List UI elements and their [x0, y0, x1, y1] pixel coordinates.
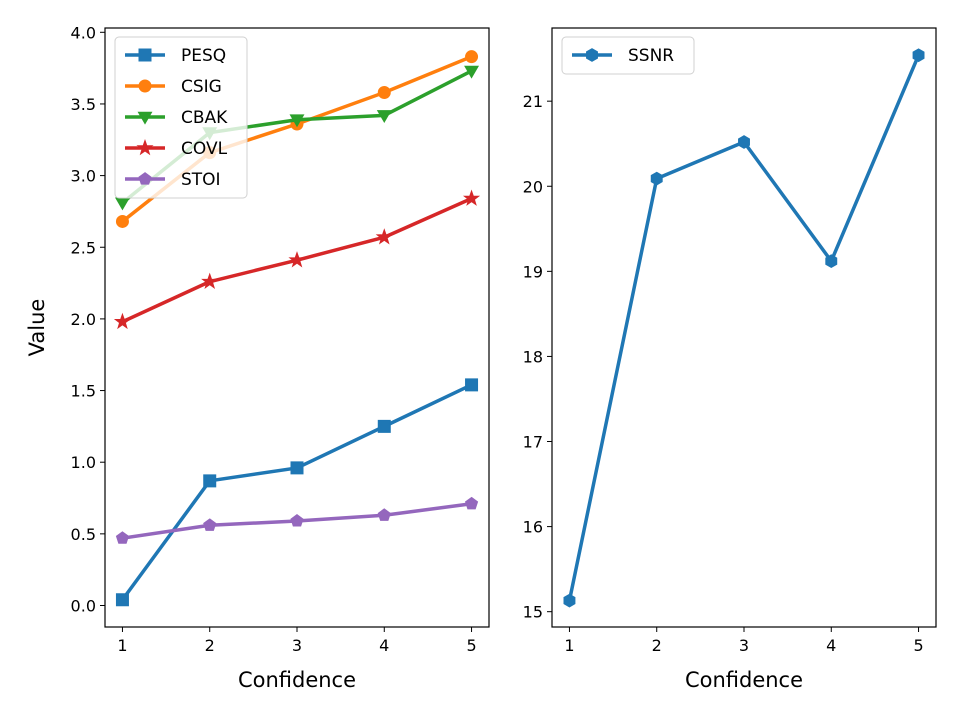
x-axis-label: Confidence: [685, 668, 803, 692]
legend-label: PESQ: [181, 46, 226, 66]
data-point: [912, 48, 925, 63]
legend-box: [114, 36, 248, 199]
legend-marker: [138, 48, 152, 62]
legend-marker: [138, 172, 152, 185]
series-pesq: [115, 378, 479, 607]
data-point: [462, 189, 481, 206]
y-tick-label: 3.0: [71, 167, 96, 186]
series-ssnr: [563, 48, 925, 608]
legend-label: COVL: [181, 139, 228, 159]
data-point: [375, 228, 393, 245]
x-tick-label: 4: [826, 636, 836, 655]
x-tick-label: 3: [739, 636, 749, 655]
x-tick-label: 1: [117, 636, 127, 655]
legend-entry-ssnr: SSNR: [572, 46, 674, 66]
legend-marker: [586, 48, 598, 62]
y-tick-label: 19: [523, 262, 543, 281]
data-point: [115, 214, 129, 228]
data-point: [201, 272, 219, 289]
data-point: [113, 312, 132, 330]
series-stoi: [115, 496, 479, 544]
x-tick-label: 5: [913, 636, 923, 655]
series-line: [121, 383, 473, 601]
data-point: [115, 593, 129, 607]
x-tick-label: 1: [564, 636, 574, 655]
data-point: [377, 419, 391, 433]
y-tick-label: 0.5: [71, 525, 96, 544]
y-tick-label: 17: [523, 433, 543, 452]
y-tick-label: 20: [523, 177, 543, 196]
data-point: [563, 593, 576, 608]
x-tick-label: 5: [466, 636, 476, 655]
x-tick-label: 2: [205, 636, 215, 655]
legend-entry-pesq: PESQ: [125, 46, 226, 66]
legend-box: [561, 36, 695, 75]
left-chart-panel: 1 2 3 4 5 0.0 0.5 1.0 1.5 2.0 2.5 3.0 3.5 4.0 Confiden…: [25, 23, 490, 692]
y-tick-label: 16: [523, 518, 543, 537]
legend-entry-covl: COVL: [125, 138, 228, 159]
legend-marker: [136, 138, 154, 156]
data-point: [114, 197, 130, 211]
plot-frame: [551, 27, 937, 628]
legend-label: CSIG: [181, 77, 222, 97]
y-axis-label: Value: [25, 299, 49, 357]
x-tick-label: 4: [379, 636, 389, 655]
data-point: [290, 514, 304, 527]
legend-marker: [137, 111, 153, 125]
data-point: [464, 65, 480, 79]
data-point: [376, 110, 392, 124]
data-point: [288, 251, 306, 268]
data-point: [289, 114, 305, 128]
legend-entry-cbak: CBAK: [125, 108, 228, 128]
series-covl: [113, 189, 481, 330]
data-point: [650, 171, 663, 186]
y-tick-label: 2.0: [71, 310, 96, 329]
y-tick-label: 1.5: [71, 382, 96, 401]
data-point: [377, 85, 391, 99]
data-point: [115, 531, 130, 544]
data-point: [465, 50, 479, 64]
y-tick-label: 18: [523, 347, 543, 366]
data-point: [465, 378, 479, 392]
data-point: [203, 474, 217, 488]
y-tick-label: 3.5: [71, 95, 96, 114]
data-point: [377, 508, 391, 521]
plot-frame: [104, 27, 490, 628]
data-point: [290, 461, 304, 475]
y-tick-label: 21: [523, 92, 543, 111]
data-point: [738, 135, 750, 149]
legend: SSNR: [561, 36, 695, 75]
y-tick-label: 0.0: [71, 597, 96, 616]
legend-label: SSNR: [628, 46, 674, 66]
right-chart-panel: 1 2 3 4 5 15 16 17 18 19 20 21 Confidence SSNR: [523, 27, 937, 692]
y-tick-label: 2.5: [71, 238, 96, 257]
y-tick-label: 4.0: [71, 23, 96, 42]
data-point: [825, 254, 838, 269]
data-point: [203, 518, 217, 531]
x-tick-label: 2: [652, 636, 662, 655]
y-tick-label: 15: [523, 603, 543, 622]
x-axis-label: Confidence: [238, 668, 356, 692]
y-tick-label: 1.0: [71, 453, 96, 472]
data-point: [464, 496, 479, 510]
legend-label: CBAK: [181, 108, 228, 128]
x-tick-label: 3: [292, 636, 302, 655]
legend-label: STOI: [181, 170, 221, 190]
legend-marker: [138, 79, 152, 93]
legend-entry-stoi: STOI: [125, 170, 221, 190]
legend-entry-csig: CSIG: [125, 77, 222, 97]
legend: PESQ CSIG CBAK COVL STOI: [114, 36, 248, 199]
